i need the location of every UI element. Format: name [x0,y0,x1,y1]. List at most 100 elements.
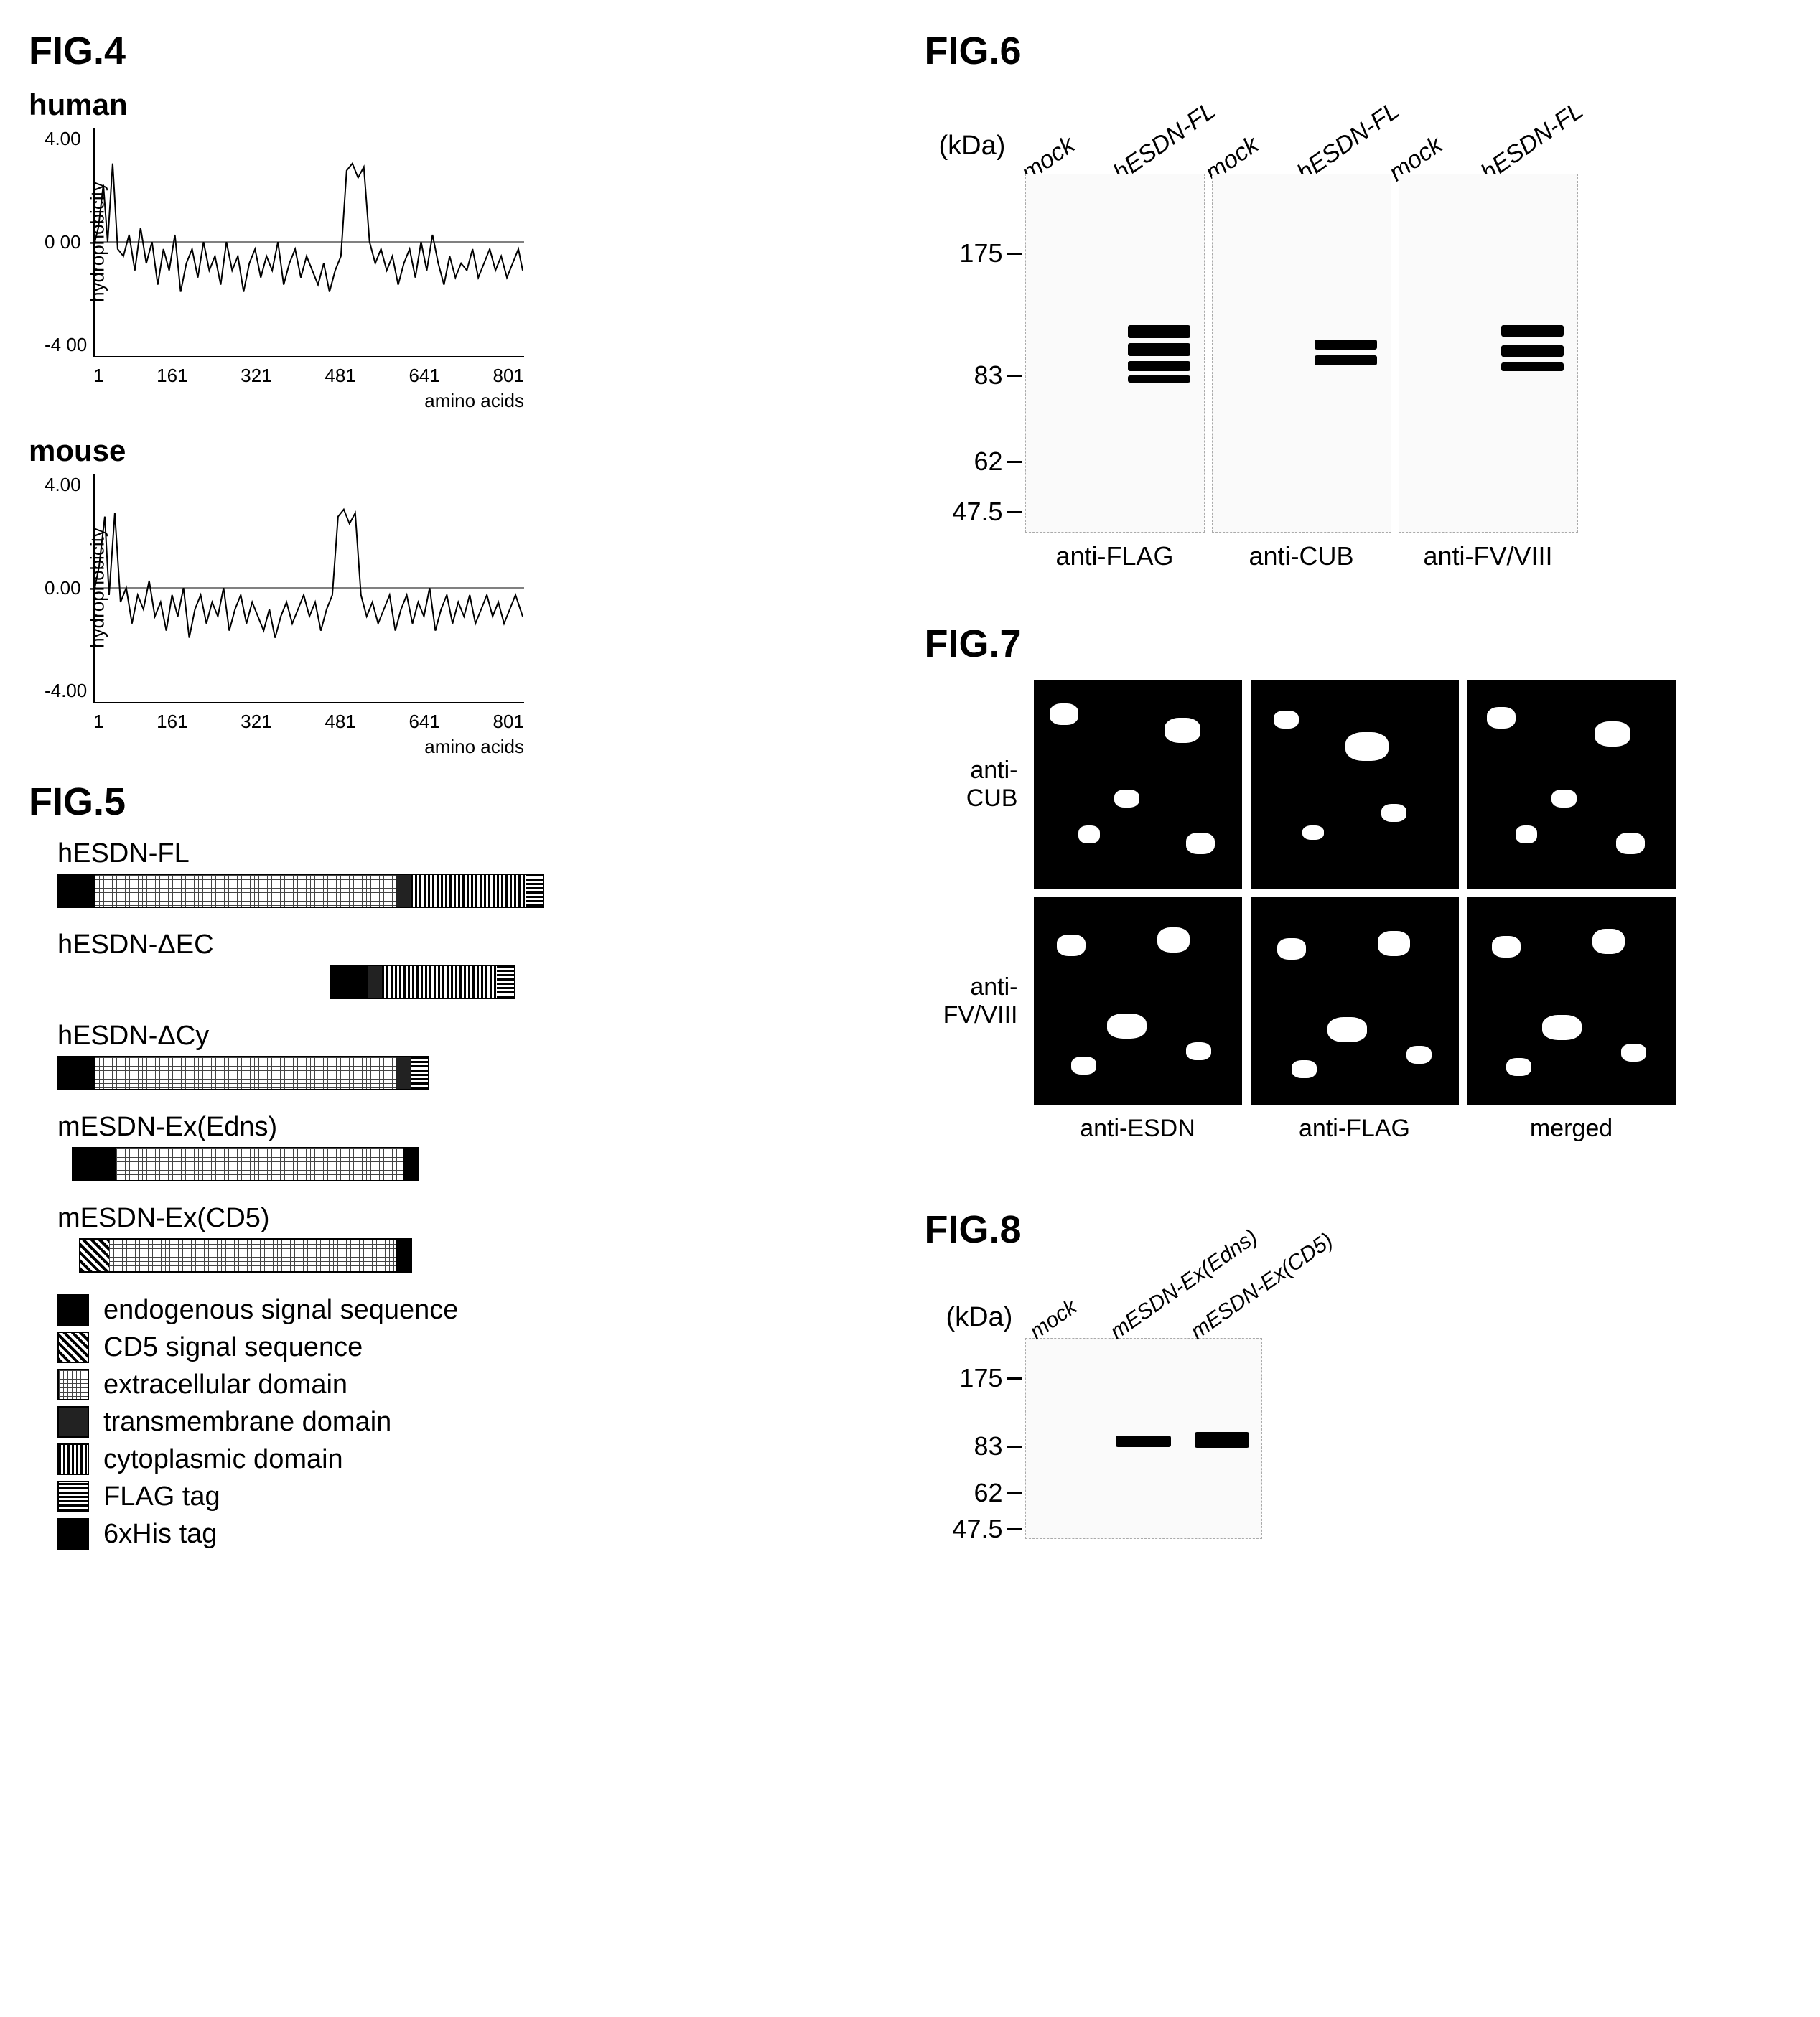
kda-marker: 47.5 [952,1514,1021,1544]
legend-swatch-tm [57,1406,89,1438]
fluorescence-blob [1516,825,1537,843]
legend-swatch-his [57,1518,89,1550]
micro-col-label: merged [1467,1115,1676,1143]
legend-label: transmembrane domain [103,1407,391,1438]
fluorescence-blob [1107,1014,1147,1039]
y-ticks: 4.000.00-4.00 [45,474,87,702]
fluorescence-blob [1186,833,1215,854]
segment-cy [411,875,526,907]
segment-ec [109,1240,396,1271]
fluorescence-blob [1487,707,1516,729]
construct-bar [57,1056,429,1090]
band [1501,345,1564,357]
fluorescence-blob [1506,1058,1531,1076]
micrograph-cell [1467,897,1676,1105]
antibody-label: anti-FV/VIII [1399,541,1578,571]
fig7: FIG.7 anti-CUBanti-FV/VIIIanti-ESDNanti-… [925,622,1792,1143]
legend-label: extracellular domain [103,1370,347,1400]
fig6-title: FIG.6 [925,29,1792,73]
fluorescence-blob [1078,825,1100,843]
fluorescence-blob [1292,1060,1317,1078]
blot-panel [1212,174,1391,533]
construct-bar [79,1238,412,1273]
band [1195,1432,1250,1448]
fluorescence-blob [1165,718,1200,743]
fig7-grid: anti-CUBanti-FV/VIIIanti-ESDNanti-FLAGme… [925,680,1792,1143]
x-axis-label: amino acids [29,390,524,412]
segment-flag [497,966,514,998]
fluorescence-blob [1616,833,1645,854]
construct-label: mESDN-Ex(CD5) [57,1203,896,1234]
segment-tm [396,1057,411,1089]
fluorescence-blob [1381,804,1406,822]
legend-label: CD5 signal sequence [103,1332,363,1363]
fluorescence-blob [1274,711,1299,729]
legend-swatch-ec [57,1369,89,1400]
fig6-bottom-labels: anti-FLAGanti-CUBanti-FV/VIII [1025,541,1792,571]
fluorescence-blob [1621,1044,1646,1062]
micro-col-label: anti-ESDN [1034,1115,1242,1143]
lane-label: mock [1025,1278,1105,1344]
blot-lane [1115,174,1204,532]
fluorescence-blob [1157,927,1190,953]
kda-marker: 47.5 [952,497,1021,527]
kda-marker: 83 [974,1431,1021,1461]
segment-cy [382,966,497,998]
fig5-title: FIG.5 [29,780,896,824]
fluorescence-blob [1277,938,1306,960]
blot-lane [1182,1339,1261,1538]
fig6-panels [1025,174,1792,533]
construct-mESDN-Ex(Edns): mESDN-Ex(Edns) [57,1112,896,1181]
kda-marker: 175 [959,1363,1021,1393]
micrograph-cell [1467,680,1676,889]
legend-label: FLAG tag [103,1482,220,1512]
segment-his [403,1148,418,1180]
band [1128,361,1190,371]
construct-hESDN-ΔEC: hESDN-ΔEC [57,930,896,999]
line-plot-svg [95,128,524,356]
blot-lane [1399,174,1488,532]
segment-endo [73,1148,116,1180]
x-ticks: 1161321481641801 [93,711,524,733]
blot-lane [1302,174,1391,532]
blot-lane [1026,174,1115,532]
fig5: FIG.5 hESDN-FL hESDN-ΔEC hESDN-ΔCy mESDN… [29,780,896,1555]
fig6: FIG.6 (kDa) 175836247.5 mockhESDN-FLmock… [925,29,1792,571]
fluorescence-blob [1551,790,1577,808]
antibody-label: anti-FLAG [1025,541,1205,571]
kda-marker: 62 [974,446,1021,477]
legend-label: 6xHis tag [103,1519,217,1550]
band [1501,362,1564,371]
band [1128,343,1190,356]
micro-row-label: anti-CUB [925,757,1025,813]
micrograph-cell [1034,897,1242,1105]
x-ticks: 1161321481641801 [93,365,524,387]
kda-label: (kDa) [939,131,1006,162]
fluorescence-blob [1378,931,1410,956]
segment-tm [396,875,411,907]
blot-lane [1488,174,1577,532]
fluorescence-blob [1114,790,1139,808]
legend-swatch-cy [57,1443,89,1475]
hydropathy-plot-human: human hydrophobicity 4.000 00-4 00 11613… [29,88,896,412]
legend-row: endogenous signal sequence [57,1294,896,1326]
kda-marker: 62 [974,1478,1021,1508]
construct-bar [72,1147,419,1181]
fig8-title: FIG.8 [925,1207,1792,1252]
fig8-kda-label: (kDa) [946,1302,1013,1333]
fluorescence-blob [1302,825,1324,840]
fluorescence-blob [1050,703,1078,725]
blot-lane [1104,1339,1182,1538]
segment-ec [95,875,396,907]
fluorescence-blob [1327,1017,1367,1042]
segment-endo [59,1057,95,1089]
y-axis-label: hydrophobicity [86,528,108,648]
construct-mESDN-Ex(CD5): mESDN-Ex(CD5) [57,1203,896,1273]
segment-endo [332,966,368,998]
construct-label: mESDN-Ex(Edns) [57,1112,896,1143]
lane-label: mESDN-Ex(Edns) [1106,1278,1185,1344]
fluorescence-blob [1071,1057,1096,1075]
fig4: FIG.4 human hydrophobicity 4.000 00-4 00… [29,29,896,758]
legend-row: FLAG tag [57,1481,896,1512]
legend-label: endogenous signal sequence [103,1295,458,1326]
